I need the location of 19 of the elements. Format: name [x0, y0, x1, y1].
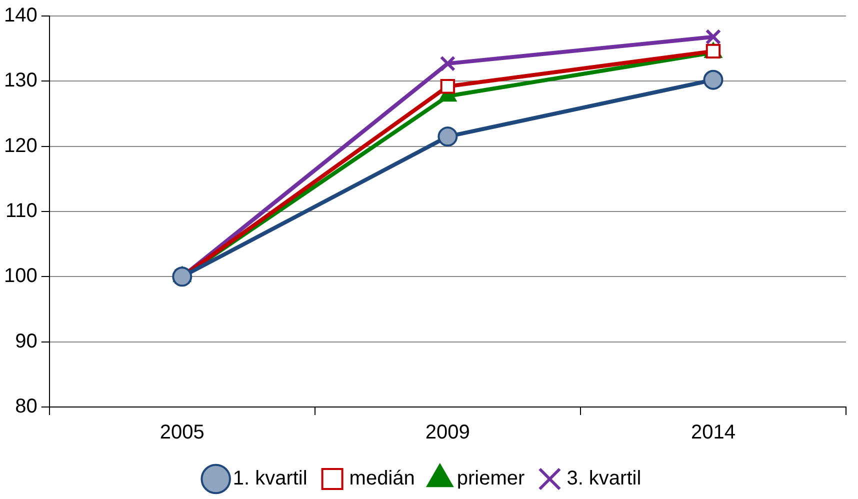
x-tick-label: 2009 [425, 422, 470, 444]
legend-label: medián [349, 468, 415, 490]
point [172, 266, 192, 287]
y-tick-label: 120 [4, 134, 38, 157]
y-tick-label: 130 [4, 70, 38, 92]
y-tick-label: 80 [15, 396, 38, 418]
point [703, 70, 724, 90]
y-tick-label: 110 [5, 200, 38, 222]
y-tick-label: 140 [4, 4, 38, 27]
legend-label: 3. kvartil [566, 468, 642, 490]
point [440, 56, 456, 72]
x-tick-label: 2005 [160, 422, 204, 444]
legend-label: 1. kvartil [232, 468, 308, 490]
y-tick-label: 90 [15, 330, 38, 352]
y-tick-label: 100 [4, 265, 38, 288]
x-tick-label: 2014 [690, 422, 736, 444]
legend-label: priemer [456, 468, 526, 490]
point [438, 126, 458, 147]
point [705, 28, 722, 45]
